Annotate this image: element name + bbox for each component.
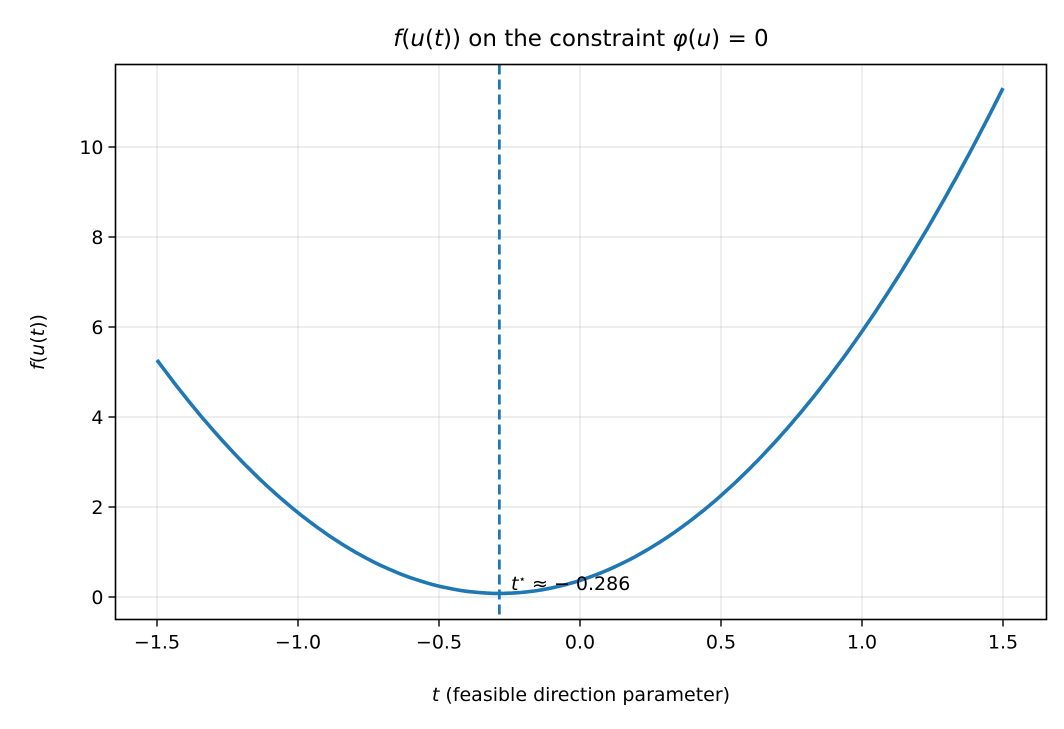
x-tick-label: −1.5 — [134, 632, 180, 654]
grid — [115, 64, 1047, 620]
x-axis: −1.5 −1.0 −0.5 0.0 0.5 1.0 1.5 — [134, 619, 1018, 654]
x-tick-label: 1.0 — [847, 632, 877, 654]
x-tick-label: −0.5 — [416, 632, 462, 654]
axes-frame — [114, 63, 1048, 621]
x-tick-label: 1.5 — [988, 632, 1018, 654]
y-axis-label: f(u(t)) — [27, 314, 49, 370]
y-tick-label: 4 — [91, 407, 103, 429]
y-tick-label: 8 — [91, 227, 103, 249]
y-tick-label: 0 — [91, 587, 103, 609]
y-axis: 0 2 4 6 8 10 — [79, 137, 116, 609]
x-axis-label: t (feasible direction parameter) — [432, 684, 730, 706]
t-star-annotation: t⋆ ≈ − 0.286 — [511, 572, 630, 595]
plot-area — [155, 64, 1005, 620]
chart-title: f(u(t)) on the constraint φ(u) = 0 — [393, 26, 768, 52]
series-line — [155, 87, 1005, 596]
y-tick-label: 2 — [91, 497, 103, 519]
x-tick-label: −1.0 — [275, 632, 321, 654]
y-tick-label: 10 — [79, 137, 103, 159]
x-tick-label: 0.0 — [565, 632, 595, 654]
y-tick-label: 6 — [91, 317, 103, 339]
x-tick-label: 0.5 — [706, 632, 736, 654]
